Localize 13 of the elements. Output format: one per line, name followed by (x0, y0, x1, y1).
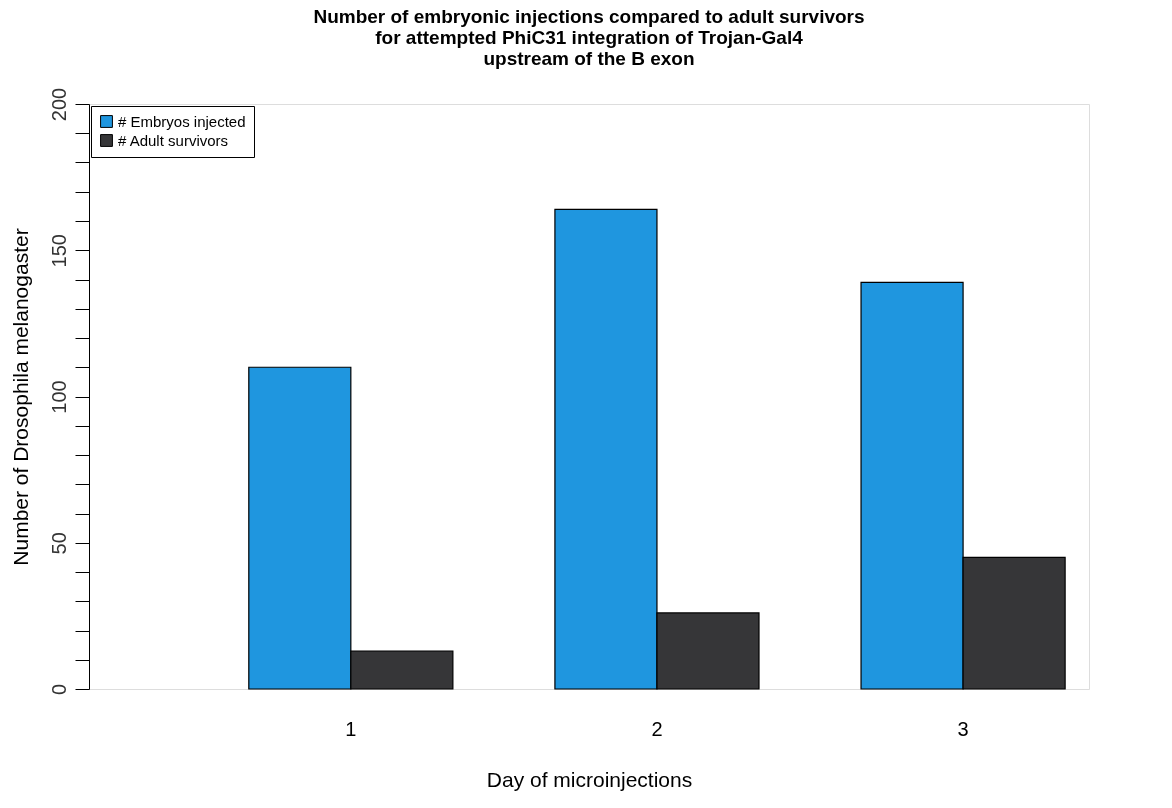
x-tick-label: 1 (345, 717, 357, 740)
y-tick-label: 200 (47, 87, 70, 122)
y-tick-label: 100 (47, 380, 70, 414)
y-tick-label: 50 (47, 532, 70, 555)
y-axis-title: Number of Drosophila melanogaster (8, 228, 32, 566)
y-tick-label: 150 (47, 234, 70, 268)
legend-label: # Embryos injected (118, 112, 246, 130)
chart-title: Number of embryonic injections compared to adult survivors for attempted PhiC31 integration of Trojan-Gal4 upstream of the B exon (313, 6, 865, 70)
x-tick-label: 3 (957, 717, 969, 740)
x-tick-label: 2 (651, 717, 663, 740)
y-tick-label: 0 (47, 683, 70, 696)
legend-label: # Adult survivors (118, 131, 229, 149)
x-axis-title: Day of microinjections (486, 767, 693, 791)
